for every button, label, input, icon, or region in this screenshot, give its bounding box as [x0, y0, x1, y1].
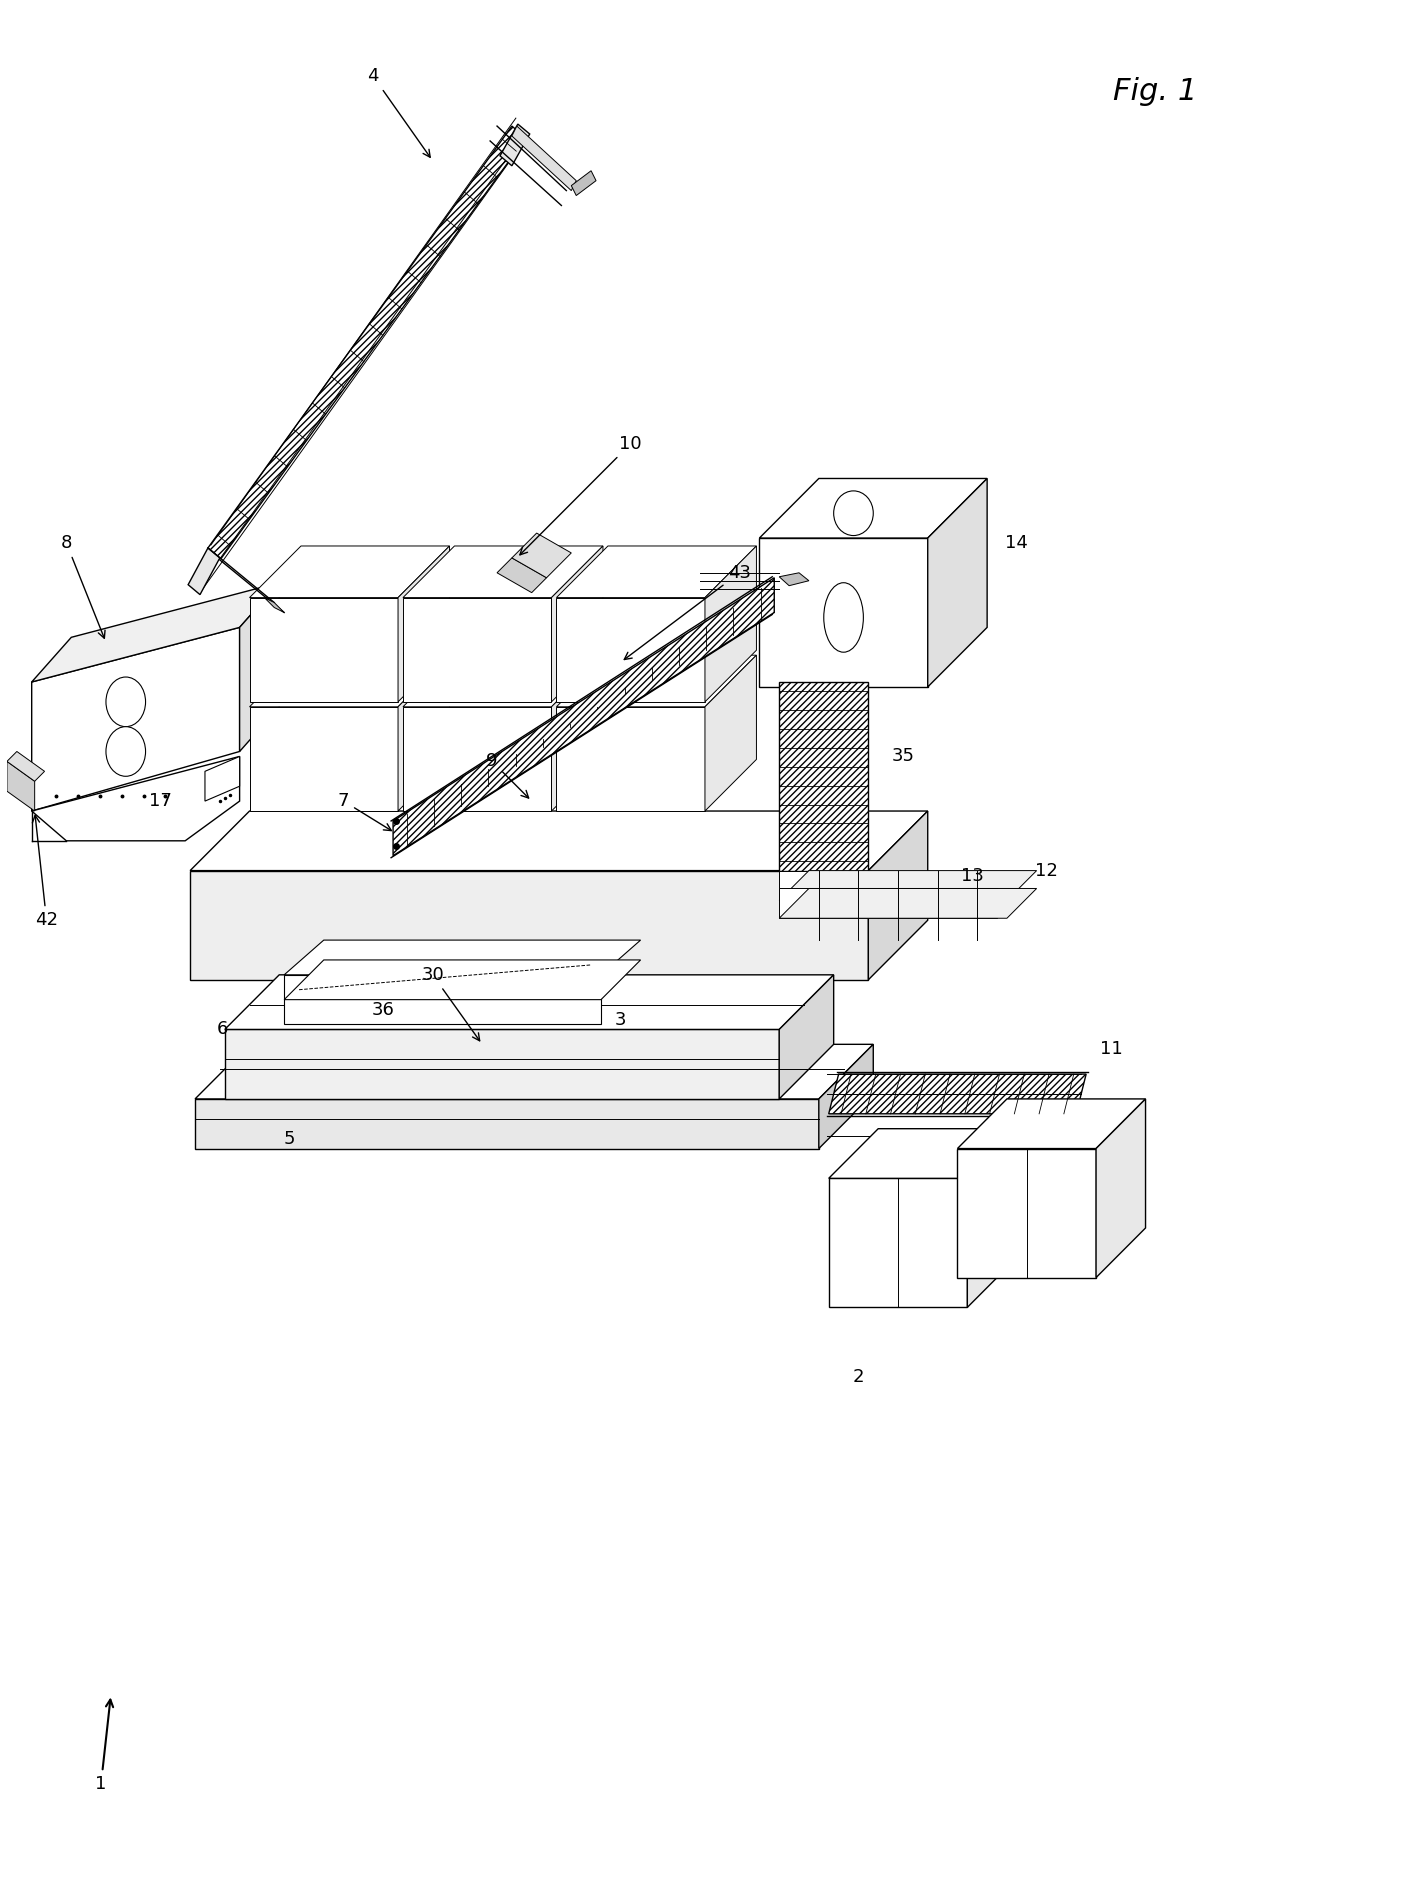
Polygon shape [205, 756, 240, 802]
Polygon shape [779, 975, 834, 1099]
Polygon shape [191, 870, 869, 981]
Polygon shape [403, 655, 602, 706]
Polygon shape [188, 548, 220, 594]
Polygon shape [284, 941, 640, 975]
Text: 1: 1 [95, 1700, 113, 1794]
Text: 35: 35 [891, 748, 915, 765]
Polygon shape [705, 546, 757, 703]
Polygon shape [556, 546, 757, 598]
Polygon shape [265, 598, 284, 613]
Polygon shape [240, 583, 279, 752]
Polygon shape [779, 889, 998, 918]
Polygon shape [224, 975, 834, 1030]
Polygon shape [249, 546, 450, 598]
Text: 42: 42 [32, 815, 57, 929]
Polygon shape [759, 539, 927, 687]
Polygon shape [967, 1129, 1017, 1308]
Text: 6: 6 [217, 1021, 228, 1038]
Polygon shape [195, 1099, 818, 1148]
Text: Fig. 1: Fig. 1 [1114, 76, 1198, 107]
Polygon shape [779, 889, 1037, 918]
Polygon shape [249, 706, 398, 811]
Polygon shape [779, 682, 869, 870]
Polygon shape [7, 762, 35, 811]
Text: 12: 12 [1035, 863, 1058, 880]
Polygon shape [284, 960, 640, 1000]
Polygon shape [32, 756, 240, 842]
Polygon shape [511, 126, 576, 190]
Text: 2: 2 [853, 1367, 864, 1386]
Polygon shape [403, 598, 552, 703]
Ellipse shape [834, 491, 873, 535]
Polygon shape [32, 628, 240, 811]
Polygon shape [572, 171, 595, 196]
Text: 3: 3 [615, 1011, 626, 1028]
Ellipse shape [106, 727, 146, 777]
Text: 17: 17 [149, 792, 172, 809]
Polygon shape [403, 546, 602, 598]
Polygon shape [195, 1043, 873, 1099]
Text: 36: 36 [371, 1002, 395, 1019]
Polygon shape [957, 1148, 1096, 1278]
Text: 10: 10 [520, 434, 642, 554]
Text: 9: 9 [486, 752, 528, 798]
Polygon shape [500, 124, 530, 166]
Polygon shape [1096, 1099, 1146, 1278]
Polygon shape [249, 655, 450, 706]
Polygon shape [398, 655, 450, 811]
Polygon shape [32, 583, 279, 682]
Text: 11: 11 [1100, 1040, 1122, 1059]
Polygon shape [818, 1043, 873, 1148]
Ellipse shape [824, 583, 863, 653]
Text: 5: 5 [283, 1129, 294, 1148]
Polygon shape [207, 126, 525, 560]
Polygon shape [779, 870, 998, 901]
Text: 13: 13 [961, 866, 984, 885]
Polygon shape [957, 1099, 1146, 1148]
Polygon shape [191, 811, 927, 870]
Polygon shape [779, 870, 1037, 901]
Polygon shape [403, 706, 552, 811]
Polygon shape [869, 811, 927, 981]
Polygon shape [224, 1030, 779, 1099]
Polygon shape [249, 598, 398, 703]
Polygon shape [284, 975, 601, 1024]
Polygon shape [556, 706, 705, 811]
Polygon shape [927, 478, 988, 687]
Text: 7: 7 [338, 792, 391, 830]
Text: 14: 14 [1006, 533, 1028, 552]
Ellipse shape [106, 678, 146, 727]
Polygon shape [552, 655, 602, 811]
Polygon shape [556, 655, 757, 706]
Polygon shape [394, 577, 775, 855]
Text: 30: 30 [422, 965, 479, 1041]
Text: 43: 43 [625, 564, 751, 659]
Polygon shape [398, 546, 450, 703]
Text: 8: 8 [60, 533, 105, 638]
Polygon shape [511, 533, 572, 577]
Polygon shape [759, 478, 988, 539]
Polygon shape [705, 655, 757, 811]
Text: 4: 4 [367, 67, 430, 158]
Polygon shape [779, 573, 808, 586]
Polygon shape [552, 546, 602, 703]
Polygon shape [497, 558, 546, 592]
Polygon shape [7, 752, 45, 781]
Polygon shape [829, 1129, 1017, 1179]
Polygon shape [829, 1179, 967, 1308]
Polygon shape [556, 598, 705, 703]
Polygon shape [829, 1074, 1086, 1114]
